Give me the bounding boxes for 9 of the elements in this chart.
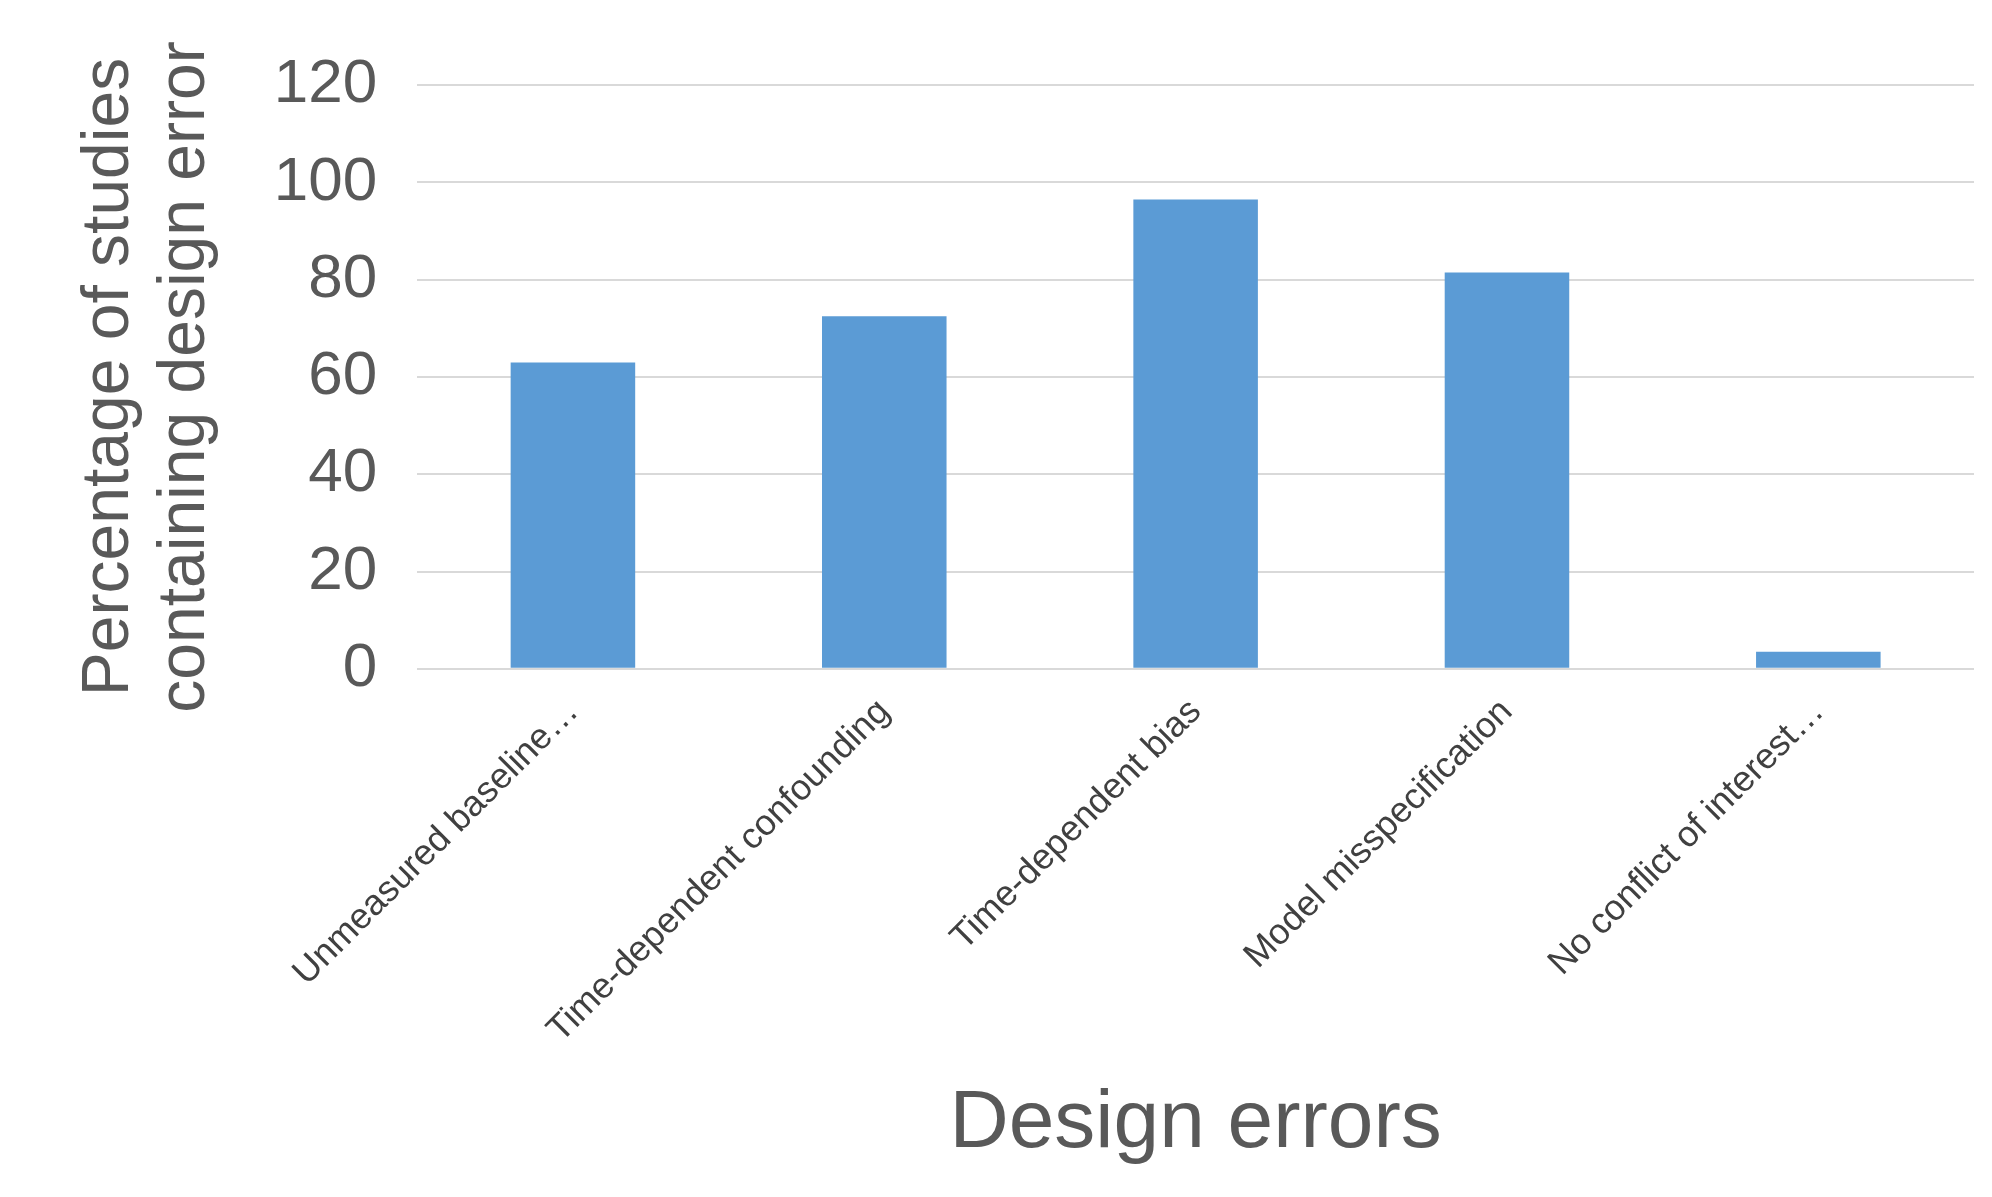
y-tick-label: 80: [308, 240, 378, 310]
y-tick-label: 20: [308, 532, 378, 602]
y-tick-label: 40: [308, 435, 378, 505]
y-tick-label: 0: [342, 629, 378, 699]
y-axis-title: Percentage of studies containing design error: [68, 41, 219, 713]
y-tick-label: 60: [308, 338, 378, 408]
y-tick-label: 100: [273, 143, 378, 213]
y-tick-label: 120: [273, 46, 378, 116]
x-axis-title: Design errors: [949, 1073, 1442, 1165]
